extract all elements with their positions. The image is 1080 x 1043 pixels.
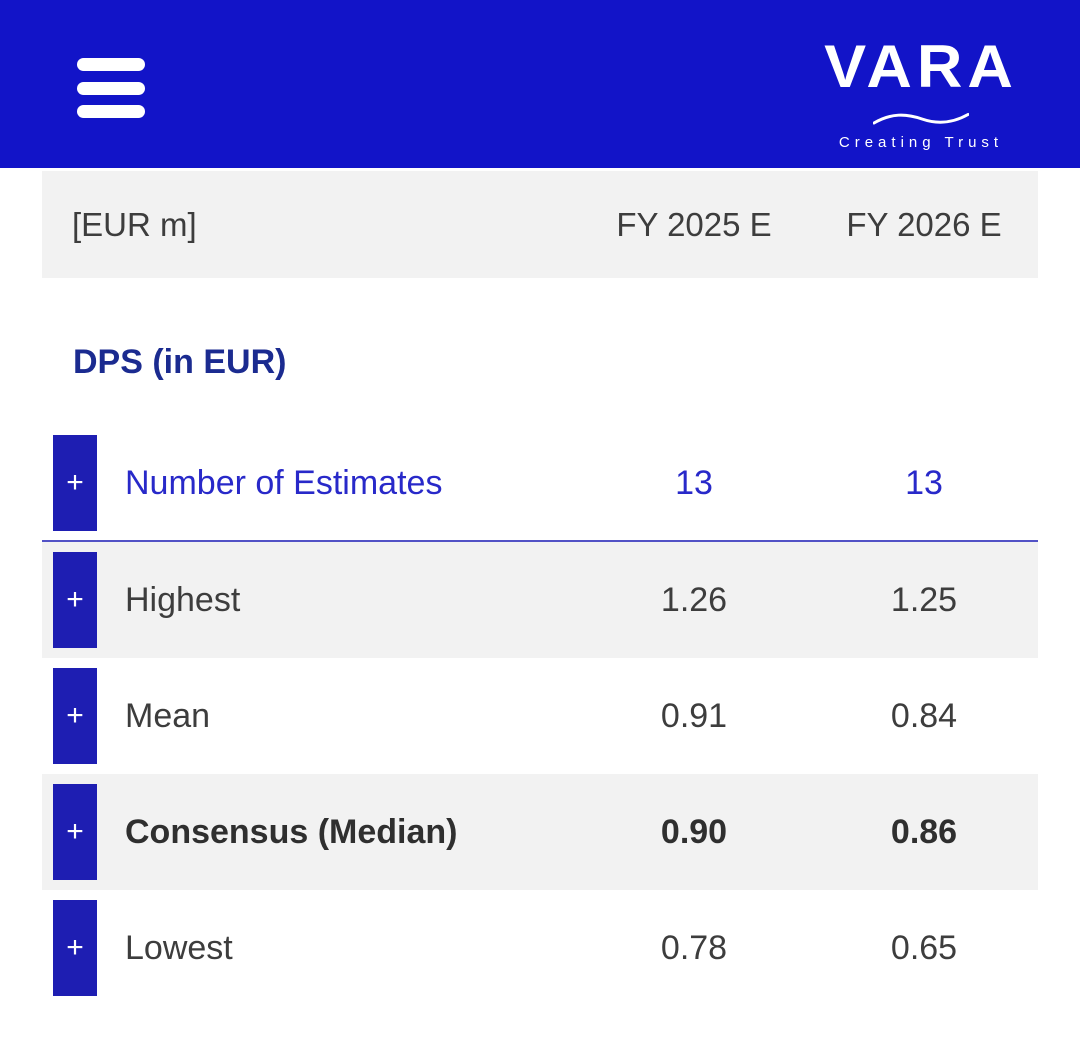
row-label: Highest (125, 580, 241, 619)
table-row: + Number of Estimates 13 13 (42, 426, 1038, 542)
plus-icon: + (66, 466, 84, 499)
wave-swoosh-icon (873, 113, 969, 125)
row-value-fy2025: 0.78 (660, 928, 728, 967)
row-value-fy2026: 0.65 (890, 928, 958, 967)
row-value-fy2026: 13 (905, 463, 943, 502)
expand-row-button[interactable]: + (53, 435, 97, 531)
plus-icon: + (66, 699, 84, 732)
table-body: + Number of Estimates 13 13 + Highest 1.… (0, 426, 1080, 1006)
row-value-fy2026: 0.84 (890, 696, 958, 735)
row-label: Number of Estimates (125, 463, 443, 502)
expand-row-button[interactable]: + (53, 784, 97, 880)
app-header: VARA Creating Trust (0, 0, 1080, 168)
unit-label: [EUR m] (72, 205, 197, 243)
row-value-fy2025: 13 (675, 463, 713, 502)
row-value-fy2025: 0.90 (660, 812, 728, 851)
table-row: + Mean 0.91 0.84 (42, 658, 1038, 774)
row-label: Consensus (Median) (125, 812, 458, 851)
row-value-fy2025: 0.91 (660, 696, 728, 735)
plus-icon: + (66, 931, 84, 964)
expand-row-button[interactable]: + (53, 552, 97, 648)
plus-icon: + (66, 583, 84, 616)
expand-row-button[interactable]: + (53, 668, 97, 764)
hamburger-icon (77, 105, 145, 118)
row-label: Lowest (125, 928, 233, 967)
hamburger-icon (77, 81, 145, 95)
column-header-fy2026: FY 2026 E (846, 205, 1002, 243)
menu-button[interactable] (77, 58, 145, 118)
row-value-fy2025: 1.26 (660, 580, 728, 619)
row-label: Mean (125, 696, 211, 735)
table-header-row: [EUR m] FY 2025 E FY 2026 E (42, 171, 1038, 278)
row-value-fy2026: 1.25 (890, 580, 958, 619)
plus-icon: + (66, 815, 84, 848)
section-title: DPS (in EUR) (73, 343, 287, 381)
table-row: + Consensus (Median) 0.90 0.86 (42, 774, 1038, 890)
expand-row-button[interactable]: + (53, 900, 97, 996)
hamburger-icon (77, 58, 145, 71)
column-header-fy2025: FY 2025 E (616, 205, 772, 243)
logo-text: VARA (824, 33, 1018, 101)
table-row: + Highest 1.26 1.25 (42, 542, 1038, 658)
row-value-fy2026: 0.86 (890, 812, 958, 851)
brand-logo[interactable]: VARA Creating Trust (807, 36, 1035, 151)
table-row: + Lowest 0.78 0.65 (42, 890, 1038, 1006)
logo-tagline: Creating Trust (838, 134, 1004, 151)
